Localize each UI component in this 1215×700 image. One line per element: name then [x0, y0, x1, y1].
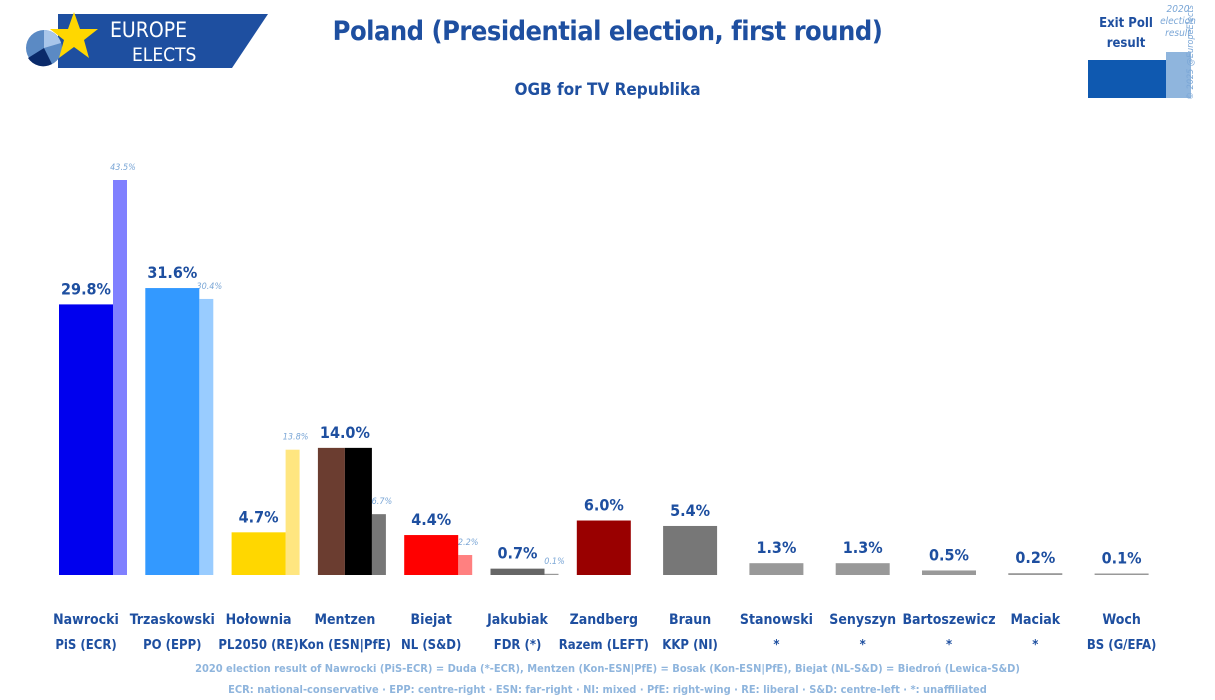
candidate-label-braun: Braun	[669, 612, 711, 628]
party-label-ho-ownia: PL2050 (RE)	[218, 638, 298, 653]
bar-value-label-braun: 5.4%	[670, 501, 710, 520]
bar-exit-poll-mentzen	[317, 447, 345, 575]
party-label-bartoszewicz: *	[946, 638, 952, 653]
bar-2020-label-nawrocki: 43.5%	[110, 163, 136, 173]
candidate-label-ho-ownia: Hołownia	[226, 612, 292, 628]
bar-exit-poll-maciak	[1008, 573, 1063, 575]
bar-2020-label-ho-ownia: 13.8%	[283, 433, 309, 443]
footnote-2020-mapping: 2020 election result of Nawrocki (PiS-EC…	[195, 662, 1020, 675]
bar-exit-poll-jakubiak	[490, 568, 545, 575]
bar-exit-poll-woch	[1094, 573, 1149, 575]
party-label-stanowski: *	[773, 638, 779, 653]
bar-2020-label-biejat: 2.2%	[458, 538, 479, 548]
candidate-label-nawrocki: Nawrocki	[53, 612, 119, 628]
bar-2020-biejat	[458, 555, 473, 575]
candidate-label-jakubiak: Jakubiak	[486, 612, 548, 628]
candidate-label-zandberg: Zandberg	[570, 612, 638, 628]
legend-exit-poll-swatch	[1088, 60, 1166, 98]
candidate-label-trzaskowski: Trzaskowski	[130, 612, 215, 628]
bar-exit-poll-nawrocki	[59, 304, 113, 575]
party-label-nawrocki: PiS (ECR)	[55, 638, 116, 653]
bar-value-label-maciak: 0.2%	[1015, 548, 1055, 567]
party-label-trzaskowski: PO (EPP)	[143, 638, 201, 653]
candidate-label-maciak: Maciak	[1010, 612, 1060, 628]
candidate-label-stanowski: Stanowski	[740, 612, 813, 628]
bar-value-label-senyszyn: 1.3%	[843, 538, 883, 557]
bar-2020-label-jakubiak: 0.1%	[544, 557, 565, 567]
party-label-mentzen: Kon (ESN|PfE)	[299, 638, 391, 653]
bar-value-label-nawrocki: 29.8%	[61, 279, 111, 298]
bar-2020-label-trzaskowski: 30.4%	[196, 282, 222, 292]
legend: Exit Poll result 2020 election result	[1080, 0, 1215, 110]
bar-value-label-bartoszewicz: 0.5%	[929, 545, 969, 564]
bar-exit-poll-bartoszewicz	[922, 570, 976, 575]
bar-value-label-trzaskowski: 31.6%	[147, 263, 197, 282]
legend-exit-poll-label: Exit Poll result	[1099, 16, 1153, 51]
candidate-label-senyszyn: Senyszyn	[829, 612, 896, 628]
party-label-woch: BS (G/EFA)	[1087, 638, 1157, 653]
legend-2020-label: 2020 election result	[1160, 4, 1196, 39]
bar-value-label-stanowski: 1.3%	[756, 538, 796, 557]
bar-value-label-mentzen: 14.0%	[320, 423, 370, 442]
bar-value-label-ho-ownia: 4.7%	[239, 507, 279, 526]
bar-2020-ho-ownia	[285, 449, 300, 575]
party-label-jakubiak: FDR (*)	[494, 638, 542, 653]
bar-exit-poll-stanowski	[749, 563, 804, 575]
bar-exit-poll-senyszyn	[835, 563, 890, 575]
bar-2020-mentzen	[371, 514, 386, 575]
bar-value-label-jakubiak: 0.7%	[498, 544, 538, 563]
candidate-label-biejat: Biejat	[411, 612, 452, 628]
logo-text-europe: EUROPE	[110, 18, 187, 42]
bar-value-label-zandberg: 6.0%	[584, 496, 624, 515]
chart-subtitle: OGB for TV Republika	[514, 80, 701, 100]
candidate-label-mentzen: Mentzen	[314, 612, 375, 628]
party-label-biejat: NL (S&D)	[401, 638, 461, 653]
party-label-senyszyn: *	[860, 638, 866, 653]
bar-2020-trzaskowski	[199, 298, 214, 575]
bar-2020-jakubiak	[544, 573, 559, 575]
party-label-maciak: *	[1032, 638, 1038, 653]
bar-2020-nawrocki	[113, 180, 127, 575]
legend-2020-swatch	[1166, 52, 1191, 98]
bar-exit-poll-trzaskowski	[145, 288, 200, 575]
candidate-label-woch: Woch	[1102, 612, 1141, 628]
bar-2020-label-mentzen: 6.7%	[372, 497, 393, 507]
bar-exit-poll-zandberg	[576, 520, 631, 575]
bar-exit-poll-biejat	[404, 535, 459, 575]
bar-exit-poll-secondary-mentzen	[344, 447, 372, 575]
bar-exit-poll-ho-ownia	[231, 532, 286, 575]
logo-text-elects: ELECTS	[132, 44, 196, 66]
party-label-zandberg: Razem (LEFT)	[559, 638, 649, 653]
europe-elects-logo: EUROPE ELECTS	[22, 12, 272, 72]
party-label-braun: KKP (NI)	[662, 638, 718, 653]
bar-exit-poll-braun	[663, 525, 718, 575]
candidate-label-bartoszewicz: Bartoszewicz	[902, 612, 995, 628]
bar-value-label-woch: 0.1%	[1102, 549, 1142, 568]
footnote-group-legend: ECR: national-conservative · EPP: centre…	[228, 683, 987, 696]
chart-title: Poland (Presidential election, first rou…	[332, 16, 883, 47]
bar-value-label-biejat: 4.4%	[411, 510, 451, 529]
